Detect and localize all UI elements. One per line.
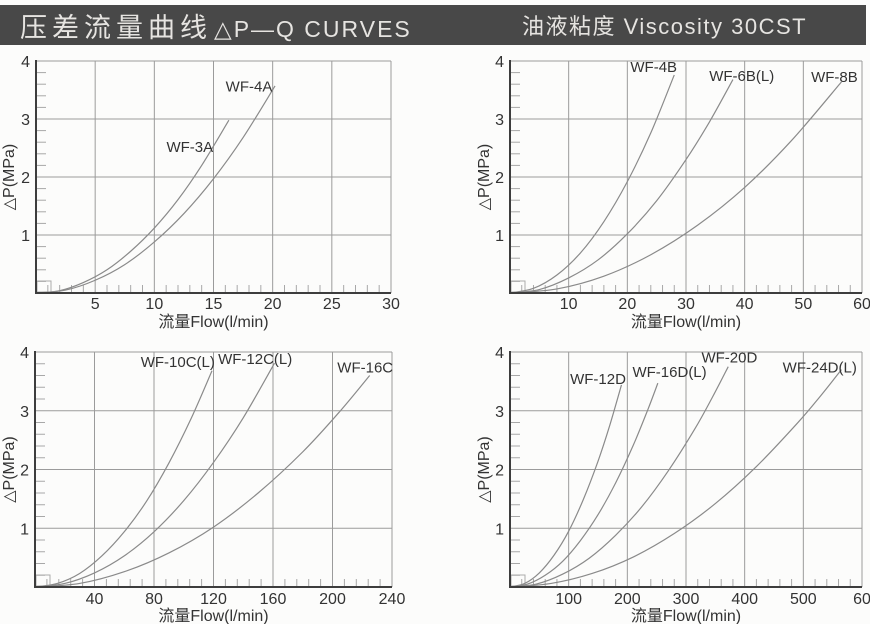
chart-dp-q-top-left: WF-3A WF-4A 5 10 15 20 25 30 1 2 3 4 流量Flow(l/min) △P… [0, 53, 440, 345]
x-tick-label: 100 [555, 591, 582, 608]
curve-label-wf-6b(l): WF-6B(L) [709, 68, 774, 85]
x-tick-label: 200 [319, 591, 346, 608]
y-tick-label: 3 [495, 404, 504, 421]
x-axis-title: 流量Flow(l/min) [158, 607, 268, 624]
x-tick-label: 40 [736, 296, 754, 313]
y-tick-label: 3 [21, 112, 30, 129]
x-tick-label: 60 [853, 296, 870, 313]
x-tick-label: 10 [145, 296, 163, 313]
curve-wf-4a [35, 85, 276, 294]
y-axis-title: △P(MPa) [1, 436, 18, 503]
curve-label-wf-4a: WF-4A [226, 79, 273, 96]
curve-wf-10c(l) [34, 370, 213, 588]
chart-dp-q-bottom-left: WF-10C(L) WF-12C(L) WF-16C 40 80 120 160 200 240… [0, 344, 440, 624]
viscosity-note: 油液粘度 Viscosity 30CST [522, 14, 808, 39]
y-tick-label: 3 [20, 404, 29, 421]
y-axis-title: △P(MPa) [476, 436, 493, 503]
curve-label-wf-12c(l): WF-12C(L) [218, 351, 292, 368]
x-tick-label: 400 [731, 591, 758, 608]
curve-wf-6b(l) [509, 79, 734, 294]
curve-wf-12d [509, 384, 623, 588]
x-axis-title: 流量Flow(l/min) [158, 313, 268, 331]
x-tick-label: 50 [794, 296, 812, 313]
x-tick-label: 25 [323, 296, 341, 313]
curve-label-wf-24d(l): WF-24D(L) [783, 359, 857, 376]
dp-q-chart-svg-bottom-right: WF-12D WF-16D(L)WF-20D WF-24D(L) 100 200 300 4… [476, 345, 870, 624]
x-tick-label: 200 [614, 591, 641, 608]
curve-wf-8b [509, 81, 842, 294]
x-tick-label: 160 [260, 591, 287, 608]
y-tick-label: 2 [495, 170, 504, 187]
curve-wf-4b [509, 74, 675, 294]
y-tick-label: 4 [495, 345, 504, 362]
y-tick-label: 1 [20, 521, 29, 538]
curve-wf-12c(l) [34, 362, 276, 588]
y-tick-label: 1 [21, 228, 30, 245]
curve-label-wf-3a: WF-3A [166, 139, 213, 156]
y-tick-label: 2 [21, 170, 30, 187]
x-tick-label: 40 [86, 591, 104, 608]
dp-q-chart-svg-top-left: WF-3A WF-4A 5 10 15 20 25 30 1 2 3 4 流量Flow(l/min) △P… [1, 54, 400, 331]
curve-wf-3a [35, 119, 230, 294]
curve-label-wf-16d(l): WF-16D(L) [632, 364, 706, 381]
curve-wf-24d(l) [509, 369, 842, 588]
curve-wf-16c [34, 375, 371, 588]
x-tick-label: 80 [145, 591, 163, 608]
page-title-chinese: 压差流量曲线 [20, 12, 212, 43]
x-tick-label: 120 [200, 591, 227, 608]
y-tick-label: 4 [20, 345, 29, 362]
origin-box [35, 574, 51, 587]
header-bar: 压差流量曲线 △P—Q CURVES 油液粘度 Viscosity 30CST [0, 5, 866, 45]
y-tick-label: 4 [495, 54, 504, 71]
origin-box [36, 280, 52, 293]
y-tick-label: 3 [495, 112, 504, 129]
y-tick-label: 2 [495, 463, 504, 480]
x-tick-label: 30 [677, 296, 695, 313]
x-tick-label: 15 [205, 296, 223, 313]
x-tick-label: 5 [91, 296, 100, 313]
chart-dp-q-top-right: WF-4B WF-6B(L) WF-8B 10 20 30 40 50 60 1 2 3 4 流量Flow… [474, 53, 870, 345]
x-tick-label: 240 [379, 591, 406, 608]
y-axis-title: △P(MPa) [476, 144, 493, 211]
page-title-english: △P—Q CURVES [214, 15, 412, 42]
chart-dp-q-bottom-right: WF-12D WF-16D(L) WF-20D WF-24D(L) 100 200 300 4… [474, 344, 870, 624]
dp-q-chart-svg-top-right: WF-4B WF-6B(L) WF-8B 10 20 30 40 50 60 1 2 3 4 流量Flow… [476, 54, 870, 331]
x-tick-label: 20 [618, 296, 636, 313]
x-tick-label: 500 [790, 591, 817, 608]
x-axis-title: 流量Flow(l/min) [631, 313, 741, 331]
y-axis-title: △P(MPa) [1, 144, 18, 211]
curve-wf-16d(l) [509, 382, 659, 588]
y-tick-label: 4 [21, 54, 30, 71]
curve-label-wf-20d: WF-20D [701, 349, 757, 366]
x-tick-label: 300 [673, 591, 700, 608]
x-tick-label: 60 [853, 591, 870, 608]
curve-label-wf-4b: WF-4B [630, 59, 677, 76]
y-tick-label: 2 [20, 463, 29, 480]
x-tick-label: 10 [560, 296, 578, 313]
origin-box [510, 280, 526, 293]
curve-wf-20d [509, 366, 729, 588]
dp-q-chart-svg-bottom-left: WF-10C(L) WF-12C(L) WF-16C 40 80 120 160 200 240… [1, 345, 406, 624]
curve-label-wf-10c(l): WF-10C(L) [141, 354, 215, 371]
curve-label-wf-16c: WF-16C [337, 359, 393, 376]
page-title: 压差流量曲线 △P—Q CURVES [20, 6, 412, 45]
curve-label-wf-8b: WF-8B [811, 69, 858, 86]
x-tick-label: 20 [264, 296, 282, 313]
curve-label-wf-12d: WF-12D [570, 371, 626, 388]
y-tick-label: 1 [495, 228, 504, 245]
x-tick-label: 30 [382, 296, 400, 313]
x-axis-title: 流量Flow(l/min) [631, 607, 741, 624]
y-tick-label: 1 [495, 521, 504, 538]
